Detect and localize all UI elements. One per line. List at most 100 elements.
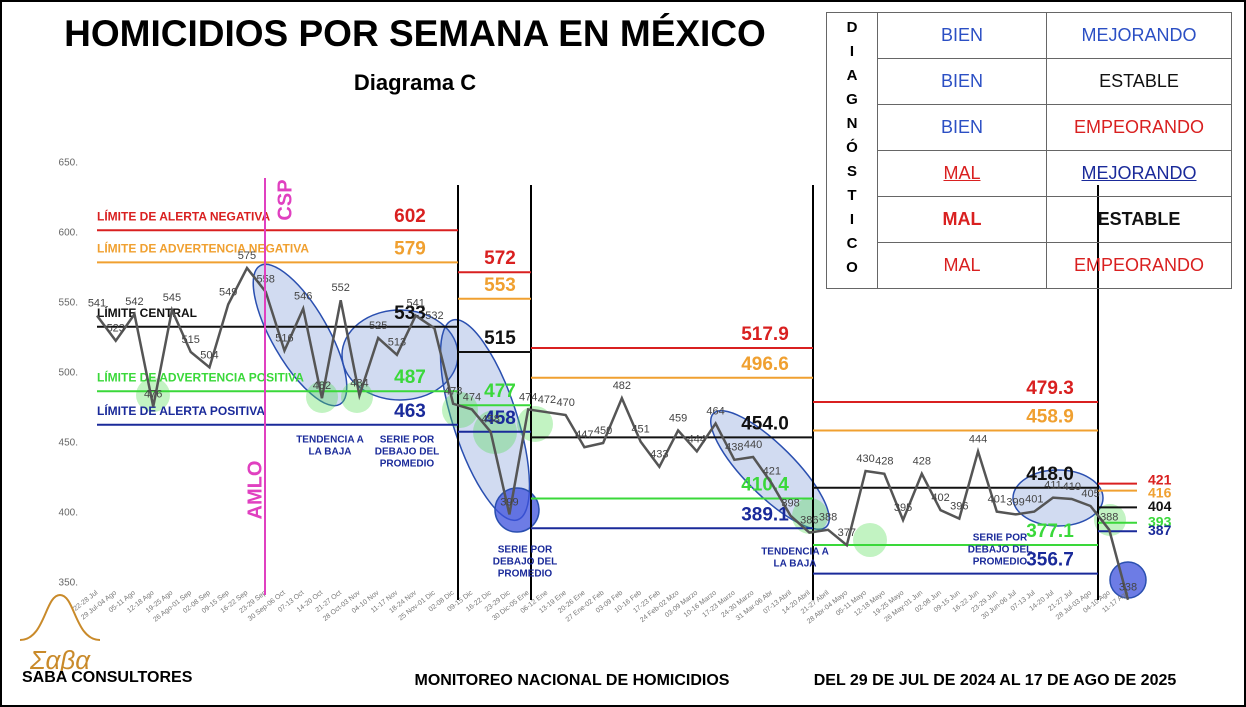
- annotation: LA BAJA: [309, 447, 352, 458]
- annotation: DEBAJO DEL: [375, 447, 439, 458]
- data-label: 470: [556, 397, 574, 409]
- data-label: 421: [763, 466, 781, 478]
- data-line: [95, 265, 1130, 601]
- annotation: PROMEDIO: [498, 569, 553, 580]
- logo: Σαβα: [29, 645, 91, 675]
- diagnosis-cell: MAL: [877, 242, 1047, 289]
- diagnosis-table: DIAGNÓSTICO BIEN MEJORANDO BIEN ESTABLE BIEN E…: [826, 12, 1232, 289]
- limit-name: LÍMITE DE ADVERTENCIA POSITIVA: [97, 369, 304, 384]
- annotation: SERIE POR: [498, 545, 553, 556]
- data-label: 484: [350, 377, 368, 389]
- data-label: 541: [88, 298, 106, 310]
- data-label: 338: [1119, 582, 1137, 594]
- data-label: 430: [856, 453, 874, 465]
- limit-label: 393: [1148, 514, 1172, 530]
- annotation: TENDENCIA A: [296, 435, 364, 446]
- data-label: 450: [594, 425, 612, 437]
- limit-label: 410.4: [741, 474, 789, 495]
- limit-label: 579: [394, 238, 426, 259]
- y-tick-label: 450.: [59, 438, 78, 449]
- limit-label: 454.0: [741, 413, 789, 434]
- limit-label: 553: [484, 275, 516, 296]
- limit-label: 387: [1148, 522, 1172, 538]
- diagnosis-cell: BIEN: [877, 104, 1047, 151]
- diagnosis-row: BIEN ESTABLE: [827, 58, 1232, 105]
- y-tick-label: 550.: [59, 298, 78, 309]
- limit-label: 421: [1148, 471, 1172, 487]
- y-tick-label: 350.: [59, 578, 78, 589]
- limit-label: 477: [484, 381, 516, 402]
- data-label: 444: [688, 433, 706, 445]
- data-label: 476: [144, 389, 162, 401]
- diagnosis-cell: ESTABLE: [1046, 196, 1232, 243]
- limit-label: 463: [394, 401, 426, 422]
- data-label: 513: [388, 337, 406, 349]
- data-label: 398: [781, 498, 799, 510]
- limit-label: 416: [1148, 484, 1172, 500]
- diagnosis-row: BIEN EMPEORANDO: [827, 104, 1232, 151]
- highlight: [136, 378, 170, 412]
- data-label: 451: [631, 424, 649, 436]
- highlight: [494, 487, 540, 533]
- highlight: [1094, 504, 1126, 536]
- chart-subtitle: Diagrama C: [354, 70, 476, 95]
- data-label: 395: [894, 502, 912, 514]
- limit-label: 458.9: [1026, 407, 1074, 428]
- data-label: 440: [744, 439, 762, 451]
- data-label: 428: [913, 456, 931, 468]
- diagnosis-cell: BIEN: [877, 12, 1047, 59]
- diagnosis-cell: ESTABLE: [1046, 58, 1232, 105]
- data-label: 474: [463, 391, 481, 403]
- diagnosis-title: DIAGNÓSTICO: [826, 12, 878, 289]
- data-label: 411: [1044, 480, 1062, 492]
- data-label: 525: [369, 320, 387, 332]
- data-label: 549: [219, 286, 237, 298]
- highlight: [252, 263, 348, 407]
- limit-label: 389.1: [741, 504, 789, 525]
- diagnosis-cell: EMPEORANDO: [1046, 104, 1232, 151]
- diagnosis-cell: MAL: [877, 196, 1047, 243]
- limit-label: 479.3: [1026, 378, 1074, 399]
- highlight: [709, 409, 831, 531]
- diagnosis-row: MAL EMPEORANDO: [827, 242, 1232, 289]
- limit-label: 602: [394, 206, 426, 227]
- period: DEL 29 DE JUL DE 2024 AL 17 DE AGO DE 20…: [814, 672, 1177, 689]
- diagnosis-cell: EMPEORANDO: [1046, 242, 1232, 289]
- annotation: DEBAJO DEL: [493, 557, 557, 568]
- data-label: 474: [519, 391, 537, 403]
- annotation: TENDENCIA A: [761, 547, 829, 558]
- data-label: 428: [875, 456, 893, 468]
- limit-name: LÍMITE DE ALERTA POSITIVA: [97, 403, 265, 418]
- logo-curve: [19, 593, 101, 641]
- limit-label: 418.0: [1026, 464, 1074, 485]
- data-label: 516: [275, 333, 293, 345]
- diagnosis-cell: MAL: [877, 150, 1047, 197]
- data-label: 478: [444, 386, 462, 398]
- annotation: DEBAJO DEL: [968, 545, 1032, 556]
- limit-name: LÍMITE CENTRAL: [97, 305, 197, 320]
- data-label: 401: [1025, 494, 1043, 506]
- data-label: 396: [950, 501, 968, 513]
- data-label: 433: [650, 449, 668, 461]
- chart-title: HOMICIDIOS POR SEMANA EN MÉXICO: [64, 13, 766, 54]
- data-label: 458: [481, 414, 499, 426]
- data-label: 575: [238, 250, 256, 262]
- highlight: [341, 381, 373, 413]
- y-tick-label: 600.: [59, 228, 78, 239]
- limit-name: LÍMITE DE ALERTA NEGATIVA: [97, 208, 270, 223]
- data-label: 377: [838, 527, 856, 539]
- annotation: PROMEDIO: [380, 459, 435, 470]
- data-label: 523: [107, 323, 125, 335]
- data-label: 388: [819, 512, 837, 524]
- data-label: 399: [500, 496, 518, 508]
- data-label: 401: [988, 494, 1006, 506]
- annotation: SERIE POR: [973, 533, 1028, 544]
- data-label: 545: [163, 292, 181, 304]
- data-label: 532: [425, 310, 443, 322]
- data-label: 542: [125, 296, 143, 308]
- data-label: 472: [538, 394, 556, 406]
- limit-name: LÍMITE DE ADVERTENCIA NEGATIVA: [97, 241, 309, 256]
- data-label: 504: [200, 349, 218, 361]
